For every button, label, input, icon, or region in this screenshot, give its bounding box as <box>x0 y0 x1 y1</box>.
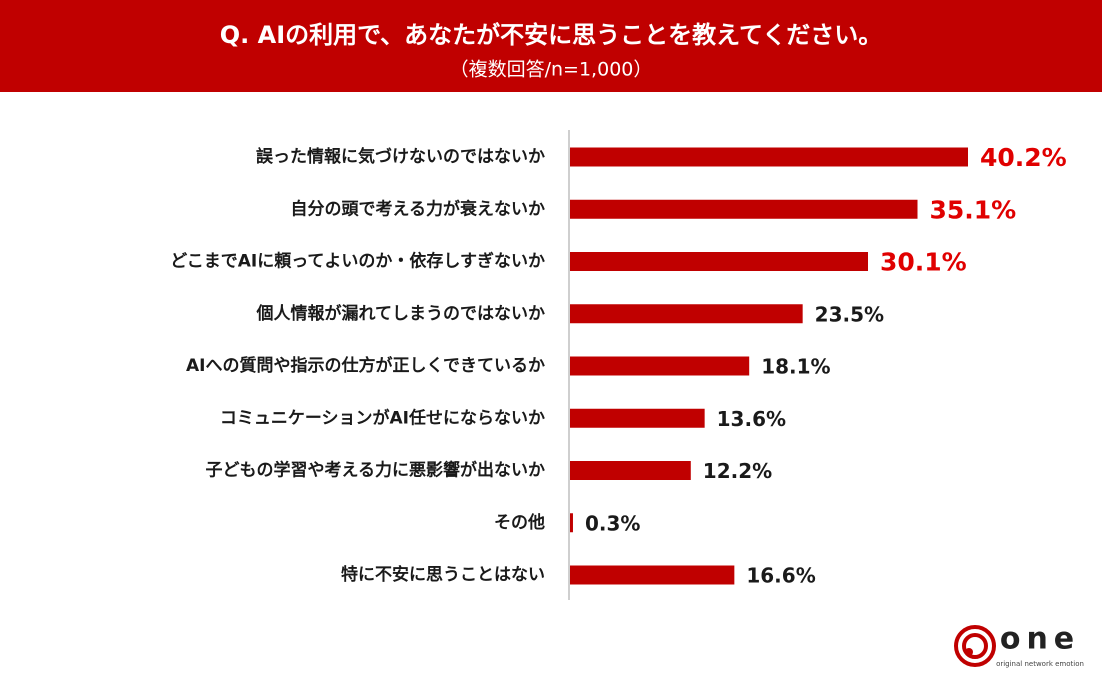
category-label: AIへの質問や指示の仕方が正しくできているか <box>186 355 545 376</box>
logo-text: one <box>1000 622 1080 657</box>
value-label: 40.2% <box>980 143 1067 172</box>
category-label: どこまでAIに頼ってよいのか・依存しすぎないか <box>170 251 545 272</box>
value-label: 12.2% <box>703 459 772 483</box>
bar <box>570 513 573 533</box>
value-label: 23.5% <box>815 302 884 326</box>
category-label: 個人情報が漏れてしまうのではないか <box>256 303 546 324</box>
value-label: 13.6% <box>717 407 786 431</box>
logo-tagline: original network emotion <box>996 660 1084 668</box>
bar <box>570 356 750 376</box>
category-label: 子どもの学習や考える力に悪影響が出ないか <box>206 460 546 481</box>
category-label: コミュニケーションがAI任せにならないか <box>220 407 545 428</box>
value-label: 16.6% <box>746 564 815 588</box>
category-label: 誤った情報に気づけないのではないか <box>256 146 545 167</box>
bar <box>570 147 968 167</box>
category-label: 特に不安に思うことはない <box>341 564 545 585</box>
bar <box>570 408 705 428</box>
bar <box>570 565 735 585</box>
category-label: 自分の頭で考える力が衰えないか <box>291 198 546 219</box>
bar <box>570 461 691 480</box>
bar <box>570 199 918 219</box>
chart-subtitle: （複数回答/n=1,000） <box>450 59 653 81</box>
header-band <box>0 0 1102 92</box>
chart-title: Q. AIの利用で、あなたが不安に思うことを教えてください。 <box>220 21 883 49</box>
value-label: 0.3% <box>585 511 640 535</box>
bar <box>570 252 869 271</box>
logo-mark <box>954 625 996 667</box>
category-label: その他 <box>494 512 545 533</box>
value-label: 18.1% <box>761 355 830 379</box>
value-label: 35.1% <box>930 195 1017 224</box>
bar <box>570 304 803 324</box>
value-label: 30.1% <box>880 248 967 277</box>
